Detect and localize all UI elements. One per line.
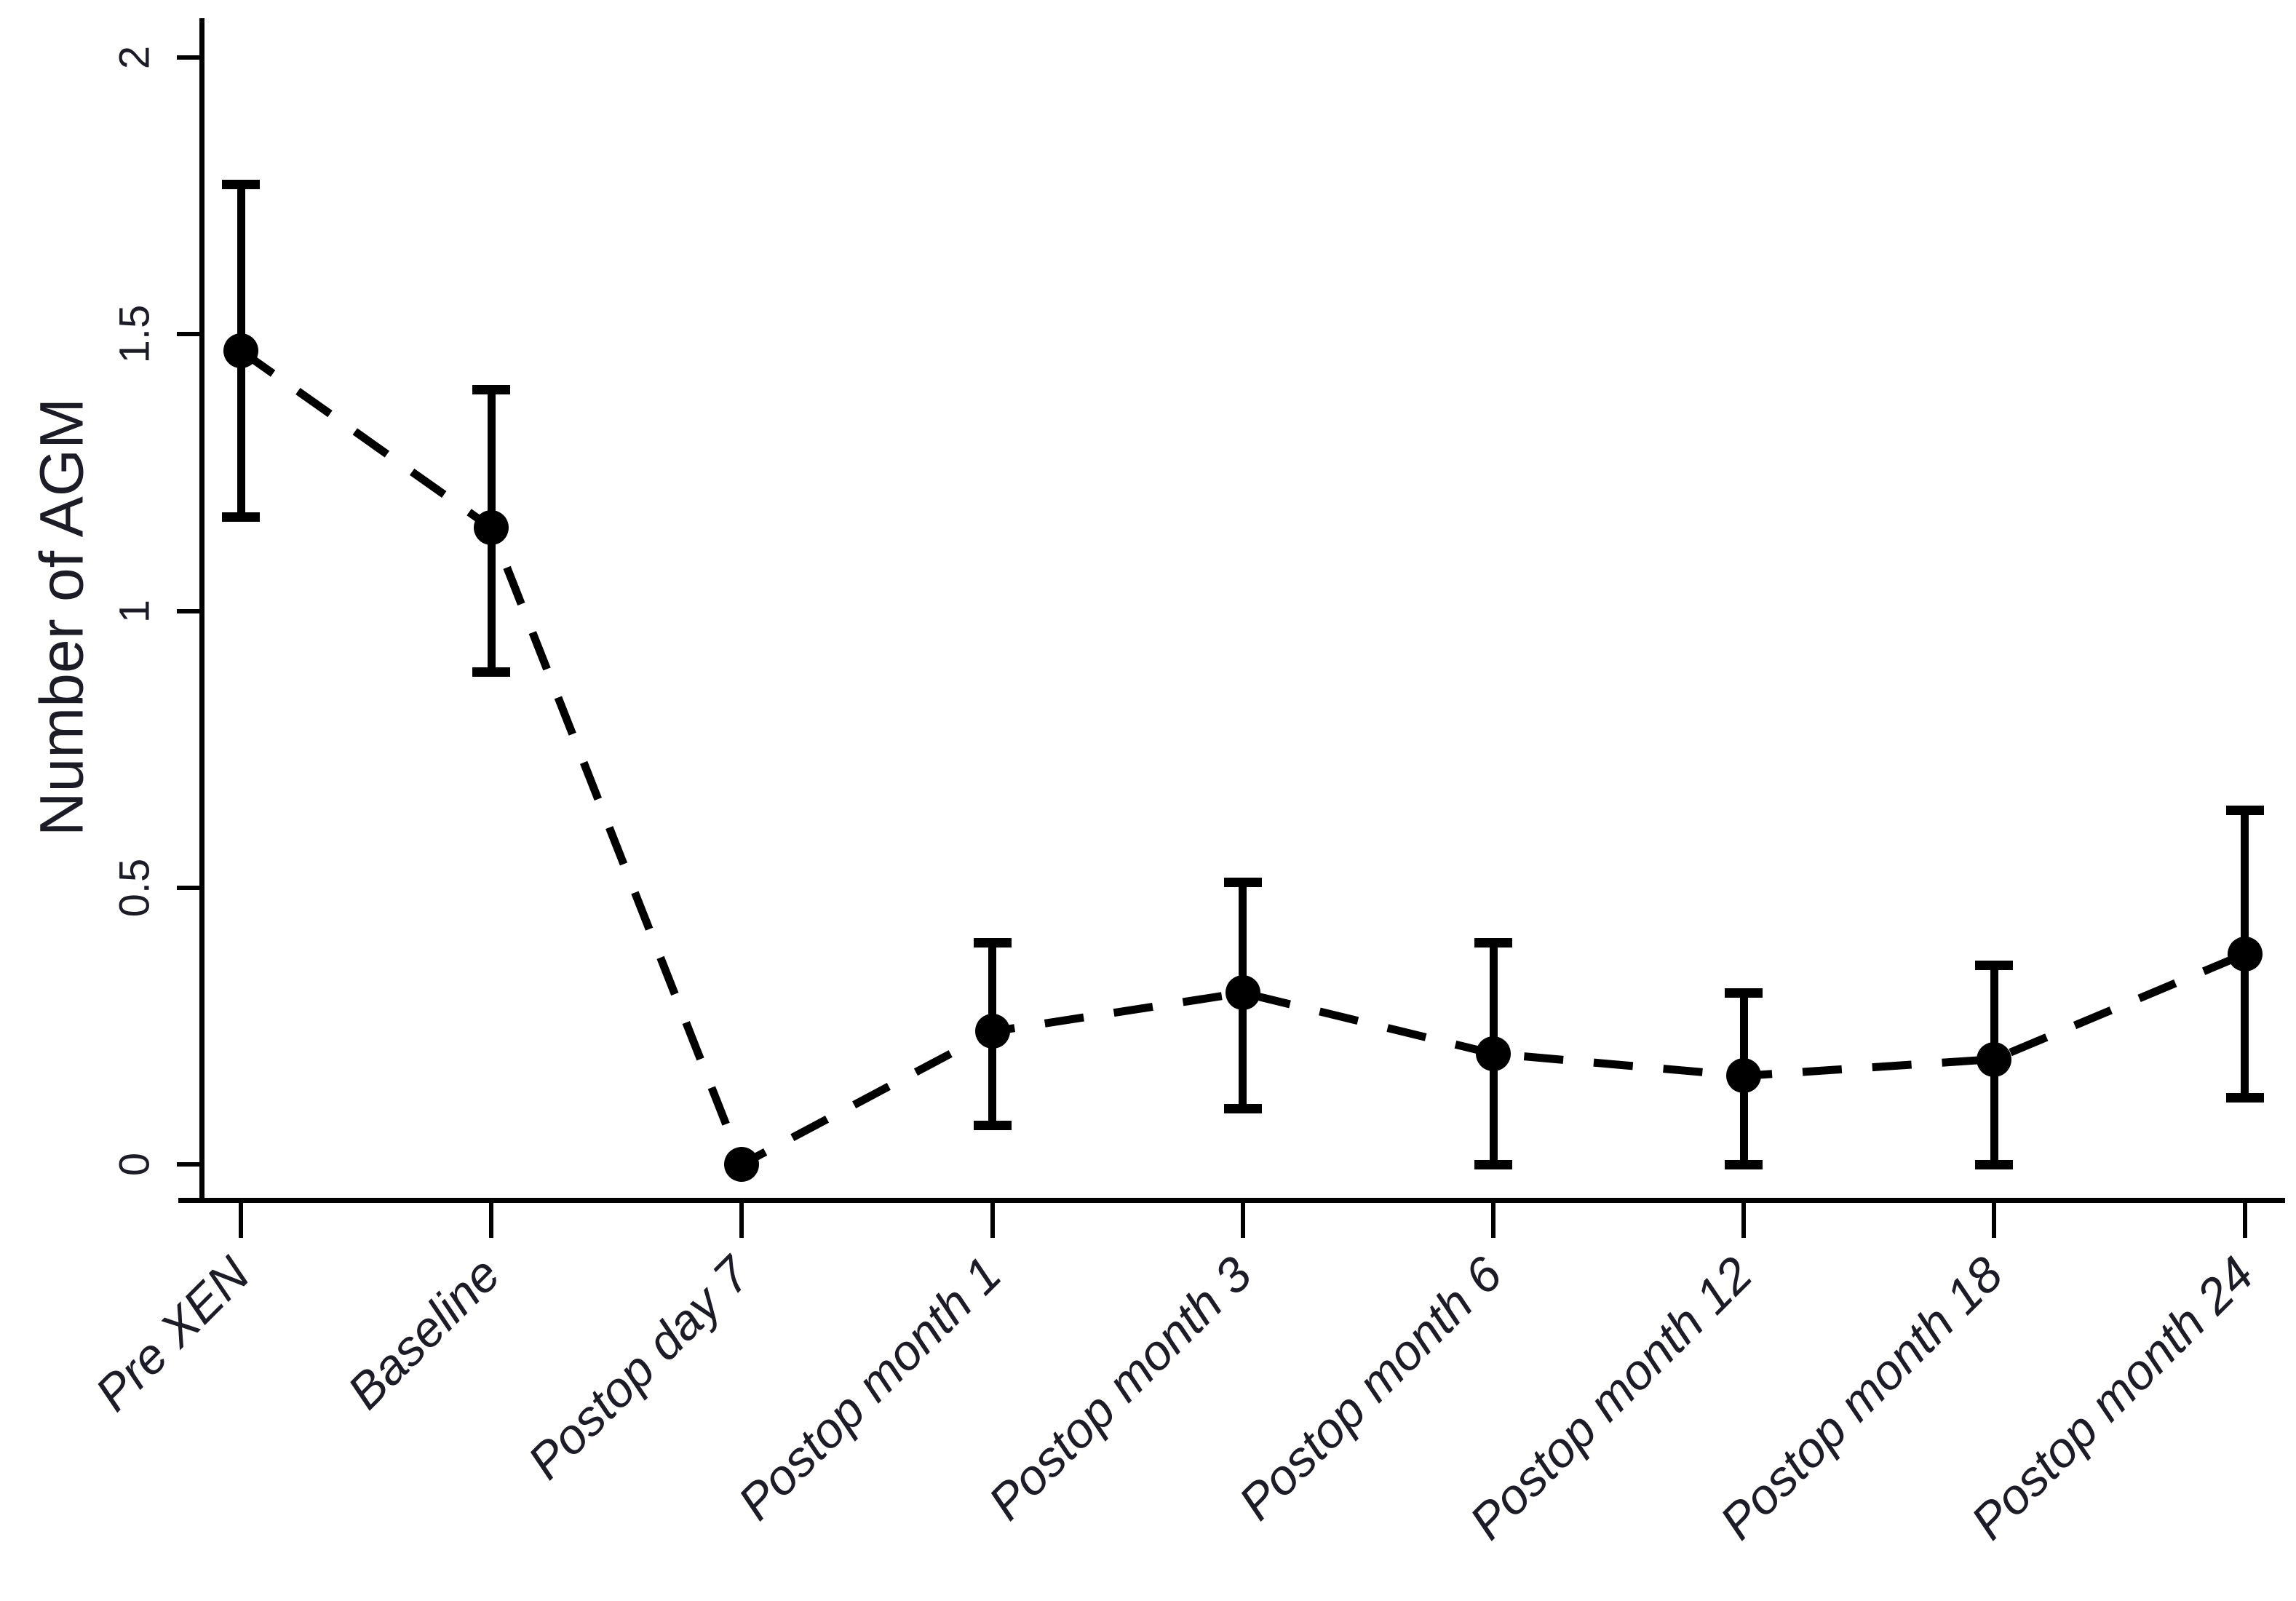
y-axis-tick-label: 1.5 xyxy=(111,304,159,364)
error-bar-cap-bottom xyxy=(1223,1104,1262,1114)
y-axis-tick-label: 2 xyxy=(111,45,159,70)
x-axis-tick xyxy=(2242,1203,2247,1238)
error-bar-cap-bottom xyxy=(1725,1159,1763,1169)
error-bar-cap-top xyxy=(973,938,1012,948)
y-axis-tick xyxy=(177,608,201,613)
data-point-marker xyxy=(223,333,258,369)
data-point-marker xyxy=(974,1014,1010,1049)
error-bar-cap-top xyxy=(2225,805,2264,815)
x-axis-tick xyxy=(1240,1203,1245,1238)
error-bar-cap-top xyxy=(1474,938,1512,948)
error-bar-cap-bottom xyxy=(2225,1093,2264,1103)
data-point-marker xyxy=(724,1147,760,1182)
y-axis-tick xyxy=(177,1162,201,1167)
error-bar-cap-top xyxy=(1223,877,1262,887)
y-axis-tick xyxy=(177,332,201,337)
y-axis-tick xyxy=(177,55,201,60)
error-bar-cap-top xyxy=(222,180,260,190)
data-point-marker xyxy=(1225,975,1260,1011)
data-point-marker xyxy=(1476,1036,1511,1071)
x-axis-tick xyxy=(1992,1203,1997,1238)
x-axis-tick xyxy=(739,1203,744,1238)
error-bar-cap-bottom xyxy=(1975,1159,2014,1169)
y-axis-tick-label: 0.5 xyxy=(111,858,159,918)
error-bar-cap-bottom xyxy=(472,667,511,677)
y-axis-tick xyxy=(177,885,201,890)
y-axis-line xyxy=(199,18,204,1203)
error-bar-cap-bottom xyxy=(222,512,260,522)
error-bar-cap-top xyxy=(1725,988,1763,998)
error-bar-cap-bottom xyxy=(1474,1159,1512,1169)
error-bar-cap-bottom xyxy=(973,1121,1012,1131)
y-axis-tick-label: 1 xyxy=(111,599,159,623)
data-point-marker xyxy=(1726,1058,1762,1094)
error-bar-cap-top xyxy=(472,384,511,394)
x-axis-tick xyxy=(239,1203,243,1238)
data-point-marker xyxy=(1977,1041,2012,1077)
x-axis-tick xyxy=(489,1203,494,1238)
x-axis-tick xyxy=(990,1203,995,1238)
y-axis-tick-label: 0 xyxy=(111,1152,159,1177)
data-point-marker xyxy=(2227,937,2263,972)
x-axis-tick xyxy=(1741,1203,1747,1238)
error-bar-cap-top xyxy=(1975,960,2014,970)
x-axis-line xyxy=(178,1198,2285,1203)
y-axis-title: Number of AGM xyxy=(27,397,96,837)
x-axis-tick xyxy=(1491,1203,1495,1238)
data-point-marker xyxy=(474,510,509,546)
